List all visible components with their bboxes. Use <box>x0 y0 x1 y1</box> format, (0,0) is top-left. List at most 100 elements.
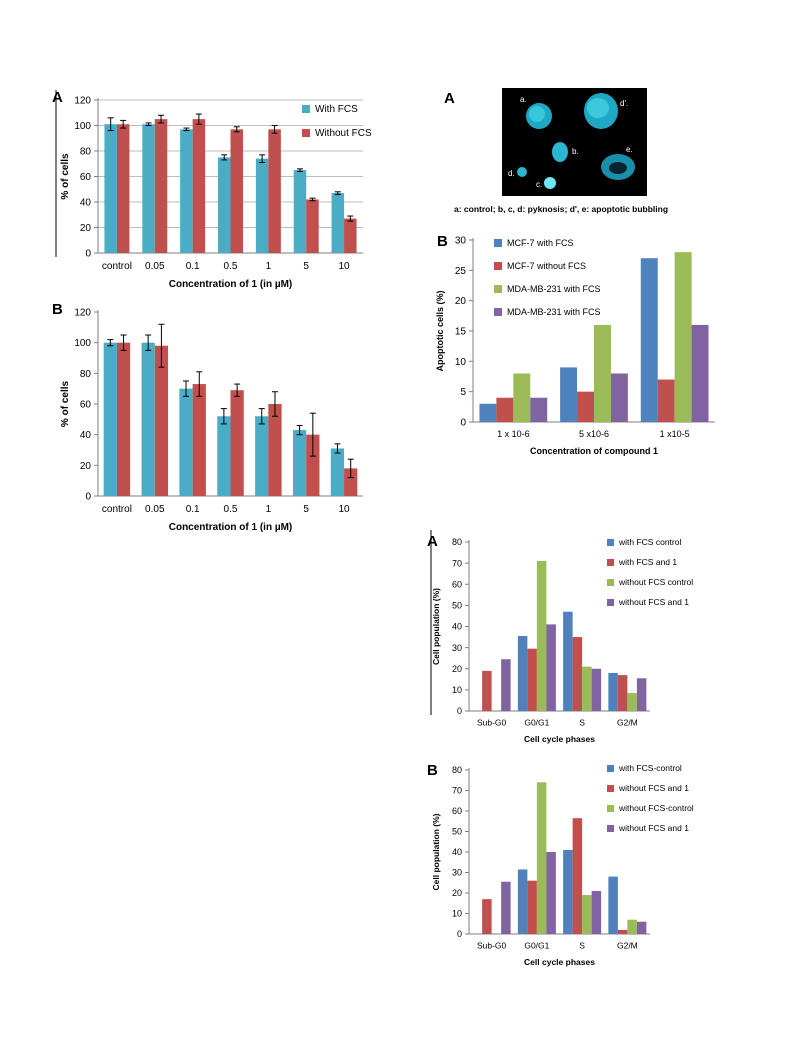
cellcycle-A-bar-with-fcs-and-1 <box>527 648 537 711</box>
viability-B-bar-series-1 <box>344 468 358 496</box>
viability-B-bar-series-0 <box>103 342 117 496</box>
viability-chart-a-svg: A 0 20 40 60 80 100 120 control 0.05 0.1 0.5 1 5 10 Con… <box>52 89 372 290</box>
cellcycle-A-legend-label: with FCS and 1 <box>618 557 677 567</box>
cellcycle-A-legend-swatch <box>607 539 614 546</box>
viability-chart-a: A 0 20 40 60 80 100 120 control 0.05 0.1 0.5 1 5 10 Con… <box>48 89 378 300</box>
viability-A-bar-with-fcs <box>255 158 269 253</box>
cellcycle-A-legend-label: without FCS and 1 <box>618 597 689 607</box>
viability-B-xtick-label: 5 <box>303 504 309 515</box>
viability-A-bar-with-fcs <box>218 157 231 253</box>
cell-d <box>517 167 527 177</box>
viability-A-panel-letter: A <box>52 89 63 106</box>
viability-A-xtick-label: 10 <box>339 261 351 272</box>
cellcycle-A-legend-label: without FCS control <box>618 577 693 587</box>
viability-B-ytick-label: 40 <box>80 430 92 441</box>
cellcycle-A-bar-without-fcs-and-1 <box>501 659 511 711</box>
viability-A-xtick-label: 0.1 <box>186 261 200 272</box>
cell-a-core <box>529 106 545 122</box>
cellcycle-A-legend-swatch <box>607 599 614 606</box>
viability-A-xtick-label: control <box>102 261 132 272</box>
apoptosis-B-bar-mda-mb-231-with-fcs <box>610 373 628 422</box>
cellcycle-A-xtick-label: G2/M <box>617 718 638 728</box>
cellcycle-A-xtick-label: S <box>579 718 585 728</box>
cellcycle-A-ytick-label: 40 <box>452 622 462 632</box>
apoptosis-B-bar-mcf-7-with-fcs <box>479 403 497 422</box>
viability-A-xtick-label: 5 <box>303 261 309 272</box>
apoptosis-B-ytick-label: 20 <box>455 296 467 307</box>
viability-A-legend-label: With FCS <box>315 104 358 115</box>
viability-A-bar-with-fcs <box>293 170 307 253</box>
cellcycle-B-bar-without-fcs-and-1 <box>527 880 537 934</box>
cell-label-a: a. <box>520 95 527 104</box>
viability-B-bar-series-1 <box>230 390 244 496</box>
viability-B-bar-series-1 <box>192 384 206 496</box>
cellcycle-A-ytick-label: 50 <box>452 601 462 611</box>
viability-B-ylabel: % of cells <box>60 381 71 428</box>
cellcycle-B-xtick-label: S <box>579 941 585 951</box>
cellcycle-A-bar-with-fcs-control <box>517 636 528 711</box>
viability-B-xtick-label: control <box>102 504 132 515</box>
apoptosis-B-legend-swatch <box>494 262 502 270</box>
viability-A-bar-with-fcs <box>331 193 345 253</box>
cellcycle-B-bar-without-fcs-control <box>582 895 592 934</box>
cell-label-c: c. <box>536 180 542 189</box>
apoptosis-B-bar-mda-mb-231-with-fcs <box>530 397 548 422</box>
apoptosis-B-ytick-label: 25 <box>455 266 467 277</box>
viability-A-bar-without-fcs <box>116 124 130 253</box>
cellcycle-B-bar-with-fcs-control <box>517 869 528 934</box>
viability-B-bar-series-1 <box>306 434 320 496</box>
cell-e-hole <box>609 162 627 174</box>
cellcycle-A-ytick-label: 30 <box>452 643 462 653</box>
apoptosis-B-legend-label: MCF-7 without FCS <box>507 261 586 271</box>
cellcycle-B-legend-label: without FCS-control <box>618 803 694 813</box>
apoptosis-B-legend-label: MDA-MB-231 with FCS <box>507 284 601 294</box>
apoptosis-chart-b-svg: B 0 5 10 15 20 25 30 1 x 10-6 5 x10-6 1 x10-5Conce… <box>435 233 715 456</box>
viability-A-ytick-label: 0 <box>85 249 91 260</box>
viability-B-bar-series-0 <box>179 388 193 496</box>
cellcycle-A-bar-with-fcs-control <box>563 611 573 711</box>
viability-B-ytick-label: 120 <box>74 308 91 319</box>
cellcycle-A-ytick-label: 0 <box>457 706 462 716</box>
apoptosis-B-bar-mcf-7-without-fcs <box>657 379 675 422</box>
cell-d-prime-core <box>587 98 609 118</box>
apoptosis-B-ylabel: Apoptotic cells (%) <box>435 290 445 371</box>
viability-B-xtick-label: 0.5 <box>224 504 238 515</box>
viability-B-bar-series-0 <box>292 430 307 496</box>
cellcycle-B-ytick-label: 60 <box>452 806 462 816</box>
cellcycle-A-ytick-label: 60 <box>452 579 462 589</box>
cellcycle-B-legend-swatch <box>607 785 614 792</box>
viability-A-legend-label: Without FCS <box>315 128 372 139</box>
apoptosis-B-legend-swatch <box>494 308 502 316</box>
viability-A-xtick-label: 0.5 <box>224 261 238 272</box>
cellcycle-B-ytick-label: 10 <box>452 909 462 919</box>
cellcycle-A-bar-without-fcs-control <box>627 693 637 711</box>
viability-A-ytick-label: 120 <box>74 96 91 107</box>
cellcycle-A-bar-with-fcs-and-1 <box>572 637 583 711</box>
cellcycle-A-bar-without-fcs-control <box>536 561 547 711</box>
micrograph-caption: a: control; b, c, d: pyknosis; d', e: ap… <box>454 204 668 214</box>
cellcycle-B-bar-without-fcs-and-1 <box>501 881 511 934</box>
cellcycle-A-legend-label: with FCS control <box>618 537 681 547</box>
cellcycle-A-bar-with-fcs-and-1 <box>482 670 492 711</box>
viability-B-bar-series-0 <box>217 416 231 496</box>
micrograph-panel: A a. d'. b. e. d. c. a: control; b, c, d… <box>440 88 700 228</box>
viability-B-xtick-label: 0.05 <box>145 504 165 515</box>
apoptosis-B-ytick-label: 0 <box>460 418 466 429</box>
viability-A-bar-with-fcs <box>142 124 155 253</box>
apoptosis-B-legend-label: MCF-7 with FCS <box>507 238 574 248</box>
cellcycle-B-legend-label: without FCS and 1 <box>618 823 689 833</box>
viability-B-xtick-label: 0.1 <box>186 504 200 515</box>
apoptosis-B-legend-label: MDA-MB-231 with FCS <box>507 307 601 317</box>
viability-B-xlabel: Concentration of 1 (in µM) <box>169 522 293 533</box>
cellcycle-A-panel-letter: A <box>427 533 438 550</box>
cellcycle-A-bar-without-fcs-and-1 <box>636 678 647 711</box>
viability-B-bar-series-0 <box>141 342 155 496</box>
cellcycle-B-legend-label: without FCS and 1 <box>618 783 689 793</box>
cellcycle-A-xlabel: Cell cycle phases <box>524 734 595 744</box>
viability-A-bar-without-fcs <box>230 129 243 253</box>
viability-A-xtick-label: 0.05 <box>145 261 165 272</box>
apoptosis-B-bar-mcf-7-without-fcs <box>496 397 514 422</box>
cellcycle-B-xlabel: Cell cycle phases <box>524 957 595 967</box>
cellcycle-B-panel-letter: B <box>427 762 438 779</box>
cellcycle-A-bar-without-fcs-and-1 <box>546 624 556 711</box>
